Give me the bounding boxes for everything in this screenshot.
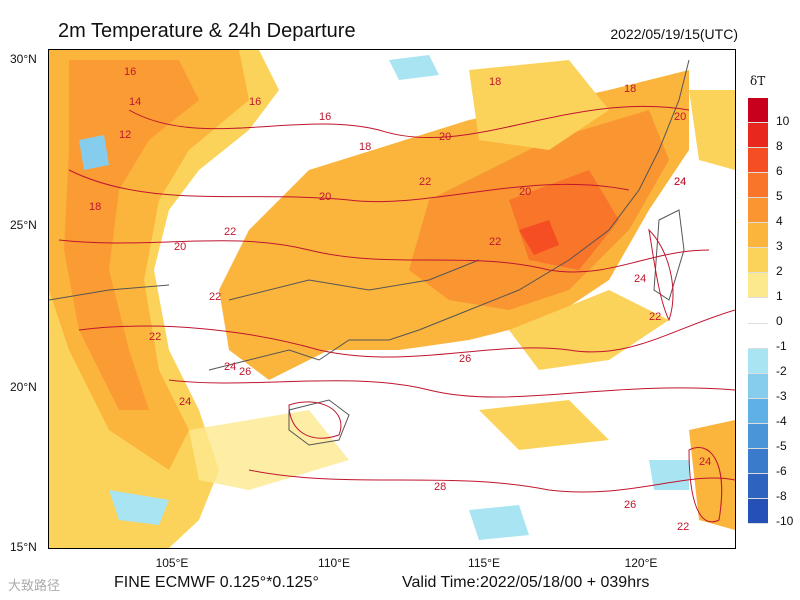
colorbar-segment xyxy=(748,173,768,199)
map-panel: 16 14 12 18 16 16 18 20 22 20 18 22 20 2… xyxy=(48,49,736,549)
colorbar-level-label: 2 xyxy=(776,263,783,278)
contour-label: 20 xyxy=(174,241,186,253)
contour-label: 22 xyxy=(649,311,661,323)
contour-label: 16 xyxy=(124,66,136,78)
colorbar-segment xyxy=(748,423,768,449)
contour-label: 12 xyxy=(119,129,131,141)
contour-label: 20 xyxy=(519,186,531,198)
contour-label: 26 xyxy=(239,366,251,378)
lat-label: 25°N xyxy=(10,218,37,232)
contour-label: 26 xyxy=(624,499,636,511)
warm-anomaly-fill xyxy=(49,50,735,548)
colorbar-level-label: 8 xyxy=(776,138,783,153)
map-canvas: 16 14 12 18 16 16 18 20 22 20 18 22 20 2… xyxy=(49,50,735,548)
colorbar-level-label: -8 xyxy=(776,489,787,504)
colorbar-segment xyxy=(748,498,768,524)
colorbar-level-label: 4 xyxy=(776,213,783,228)
lat-label: 30°N xyxy=(10,52,37,66)
coastline xyxy=(49,59,690,446)
contour-label: 24 xyxy=(674,176,686,188)
colorbar-level-label: -2 xyxy=(776,364,787,379)
contour-label: 28 xyxy=(434,481,446,493)
contour-label: 22 xyxy=(224,226,236,238)
lon-label: 120°E xyxy=(624,556,658,570)
contour-label: 20 xyxy=(319,191,331,203)
contour-label: 22 xyxy=(489,236,501,248)
contour-label: 24 xyxy=(699,456,711,468)
timestamp: 2022/05/19/15(UTC) xyxy=(610,26,738,42)
contour-label: 24 xyxy=(224,361,236,373)
lat-label: 20°N xyxy=(10,380,37,394)
colorbar-segment xyxy=(748,373,768,399)
colorbar-segment xyxy=(748,323,768,349)
contour-label: 18 xyxy=(624,83,636,95)
valid-time-label: Valid Time:2022/05/18/00 + 039hrs xyxy=(402,574,650,591)
contour-label: 22 xyxy=(419,176,431,188)
map-title: 2m Temperature & 24h Departure xyxy=(58,20,356,42)
cold-anomaly-fill xyxy=(79,55,689,540)
lon-label: 105°E xyxy=(155,556,189,570)
colorbar-segment xyxy=(748,273,768,299)
colorbar xyxy=(748,98,768,524)
contour-label: 24 xyxy=(179,396,191,408)
colorbar-segment xyxy=(748,298,768,324)
colorbar-level-label: 5 xyxy=(776,188,783,203)
colorbar-segment xyxy=(748,223,768,249)
contour-label: 22 xyxy=(209,291,221,303)
colorbar-level-label: 0 xyxy=(776,314,783,329)
lat-label: 15°N xyxy=(10,540,37,554)
lon-label: 110°E xyxy=(318,556,350,570)
colorbar-level-label: 3 xyxy=(776,238,783,253)
colorbar-level-label: -10 xyxy=(776,514,794,529)
contour-label: 18 xyxy=(359,141,371,153)
contour-label: 24 xyxy=(674,176,686,188)
colorbar-level-label: -5 xyxy=(776,439,787,454)
contour-label: 18 xyxy=(89,201,101,213)
contour-label: 22 xyxy=(677,521,689,533)
colorbar-level-label: -3 xyxy=(776,389,787,404)
colorbar-level-label: 1 xyxy=(776,288,783,303)
colorbar-segment xyxy=(748,448,768,474)
colorbar-segment xyxy=(748,398,768,424)
temperature-contours xyxy=(58,105,735,523)
colorbar-level-label: 6 xyxy=(776,163,783,178)
colorbar-level-label: 10 xyxy=(776,113,790,128)
colorbar-level-label: -6 xyxy=(776,464,787,479)
contour-labels: 16 14 12 18 16 16 18 20 22 20 18 22 20 2… xyxy=(89,66,711,533)
model-label: FINE ECMWF 0.125°*0.125° xyxy=(114,574,319,591)
contour-label: 20 xyxy=(674,111,686,123)
contour-label: 26 xyxy=(459,353,471,365)
colorbar-segment xyxy=(748,248,768,274)
colorbar-segment xyxy=(748,148,768,174)
colorbar-segment xyxy=(748,98,768,124)
colorbar-segment xyxy=(748,348,768,374)
colorbar-segment xyxy=(748,198,768,224)
contour-label: 22 xyxy=(149,331,161,343)
colorbar-segment xyxy=(748,123,768,149)
contour-label: 16 xyxy=(319,111,331,123)
lon-label: 115°E xyxy=(468,556,500,570)
contour-label: 20 xyxy=(439,131,451,143)
contour-label: 18 xyxy=(489,76,501,88)
contour-label: 24 xyxy=(634,273,646,285)
colorbar-title: δT xyxy=(750,74,766,88)
colorbar-segment xyxy=(748,473,768,499)
contour-label: 14 xyxy=(129,96,141,108)
colorbar-level-label: -1 xyxy=(776,339,787,354)
watermark: 大致路径 xyxy=(8,578,61,593)
colorbar-level-label: -4 xyxy=(776,414,787,429)
contour-label: 16 xyxy=(249,96,261,108)
